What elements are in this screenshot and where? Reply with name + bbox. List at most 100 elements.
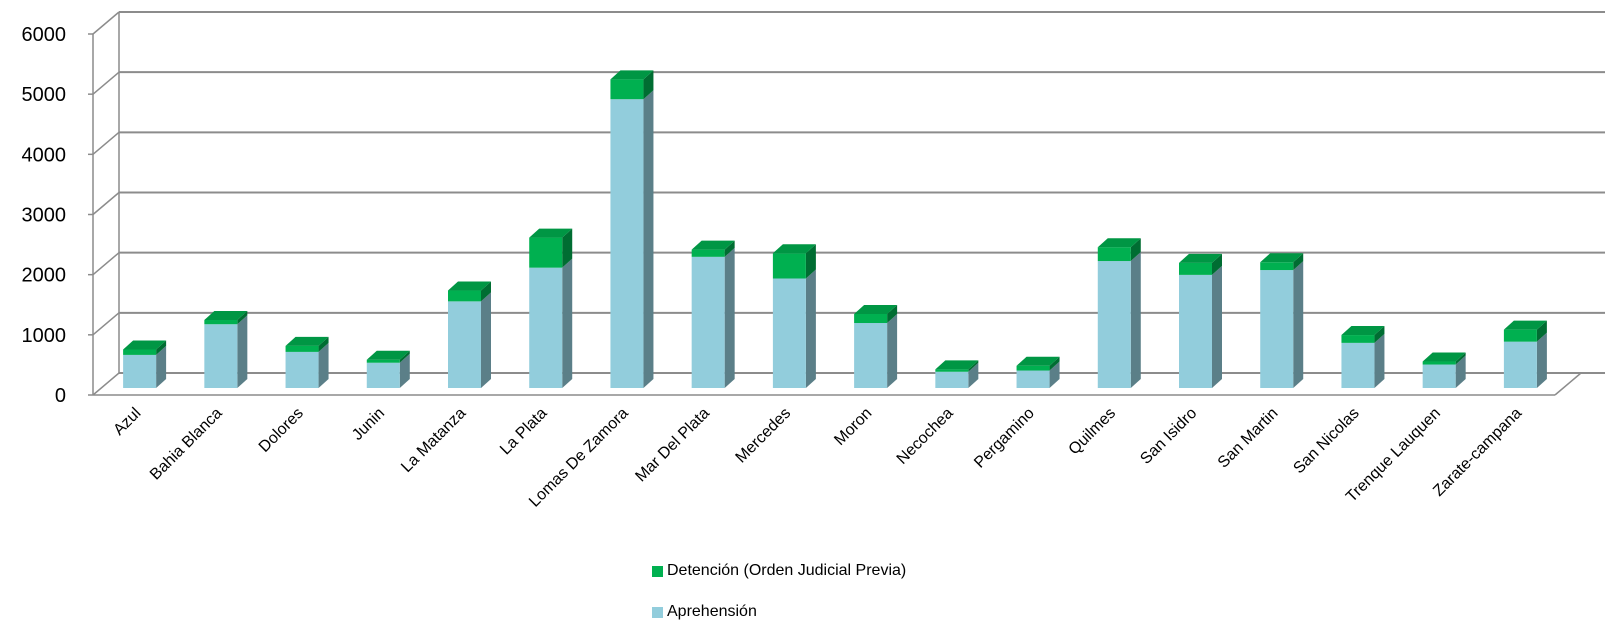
- y-tick-label: 0: [55, 385, 66, 407]
- bar-side: [1049, 361, 1060, 388]
- gridline-diagonal: [92, 372, 120, 396]
- bar-side: [1455, 355, 1466, 388]
- bar-side: [1049, 356, 1060, 371]
- bar: [691, 249, 725, 257]
- x-tick-label: Mercedes: [733, 405, 795, 467]
- bar-top: [935, 360, 979, 370]
- bar: [1097, 261, 1131, 388]
- y-tick-label: 6000: [22, 24, 67, 46]
- bar: [204, 320, 238, 325]
- bar-side: [318, 336, 329, 352]
- bar: [1503, 341, 1537, 388]
- bar-side: [237, 315, 248, 388]
- bar-side: [1374, 333, 1385, 388]
- bar-side: [805, 244, 816, 279]
- legend-swatch-aprehension: [652, 606, 663, 618]
- bar-side: [1536, 332, 1547, 388]
- bar: [1179, 262, 1212, 275]
- bar-side: [1536, 320, 1547, 342]
- bar-top: [448, 281, 491, 291]
- bar-side: [887, 314, 898, 388]
- bar: [1341, 335, 1375, 343]
- bar-top: [1422, 352, 1466, 362]
- bar: [1341, 342, 1375, 388]
- bar: [123, 354, 157, 388]
- bar-side: [1455, 352, 1466, 365]
- bar-top: [691, 240, 735, 250]
- bar-side: [968, 360, 979, 372]
- bar: [1016, 370, 1050, 388]
- bar-top: [123, 340, 167, 350]
- legend-swatch-detencion: [652, 565, 663, 577]
- bar: [204, 324, 238, 388]
- bar-top: [529, 228, 573, 238]
- bar: [1016, 365, 1050, 371]
- bar-top: [1097, 238, 1141, 248]
- bar-top: [1341, 326, 1385, 336]
- y-tick-label: 4000: [22, 144, 67, 166]
- bar-top: [610, 70, 654, 80]
- x-tick-label: Dolores: [256, 405, 307, 456]
- bar: [1422, 364, 1456, 388]
- legend-item-detencion: Detención (Orden Judicial Previa): [652, 562, 906, 580]
- bar-side: [481, 292, 491, 388]
- bar: [935, 369, 969, 372]
- bar-side: [399, 350, 410, 363]
- bar: [366, 359, 400, 363]
- bar: [935, 371, 969, 388]
- x-tick-label: La Matanza: [398, 405, 469, 476]
- bar-side: [156, 345, 167, 388]
- x-tick-label: Moron: [831, 405, 875, 449]
- bar-side: [237, 311, 248, 325]
- bar: [1503, 329, 1537, 342]
- x-tick-label: Quilmes: [1066, 405, 1120, 459]
- bar-top: [772, 244, 816, 254]
- bar: [691, 256, 725, 388]
- bar-side: [968, 362, 979, 388]
- bar: [1179, 274, 1212, 388]
- bar-side: [1130, 238, 1141, 262]
- legend-label-aprehension: Aprehensión: [667, 603, 757, 620]
- y-tick-label: 1000: [22, 325, 67, 347]
- x-tick-label: Bahia Blanca: [147, 405, 226, 484]
- bar-side: [643, 70, 654, 100]
- bar: [529, 237, 563, 268]
- y-tick-label: 3000: [22, 205, 67, 227]
- bar-side: [887, 304, 898, 324]
- gridline-diagonal: [92, 11, 120, 35]
- bar-side: [643, 90, 654, 388]
- x-tick-label: Azul: [110, 405, 144, 439]
- bar-side: [318, 342, 329, 388]
- bar: [285, 345, 319, 352]
- y-tick-label: 5000: [22, 84, 67, 106]
- x-tick-label: La Plata: [497, 405, 551, 459]
- x-tick-label: Pergamino: [971, 405, 1038, 472]
- bar-side: [1212, 253, 1222, 275]
- bar: [366, 362, 400, 388]
- legend-label-detencion: Detención (Orden Judicial Previa): [667, 562, 907, 579]
- bar: [854, 323, 888, 388]
- bar: [772, 278, 806, 388]
- bar: [448, 301, 481, 388]
- bar: [854, 313, 888, 324]
- gridline-diagonal: [92, 191, 120, 216]
- bar: [1422, 361, 1456, 365]
- floor-right-edge: [1554, 372, 1582, 396]
- bar-side: [399, 353, 410, 388]
- bar: [610, 79, 644, 100]
- bar: [529, 267, 563, 388]
- bar-top: [1260, 253, 1304, 263]
- bar: [448, 290, 481, 302]
- bar: [1097, 247, 1131, 262]
- x-tick-label: San Nicolas: [1290, 405, 1362, 477]
- bar: [285, 351, 319, 388]
- bar-side: [1293, 261, 1304, 388]
- x-tick-label: Necochea: [894, 405, 957, 468]
- bar-side: [562, 258, 573, 388]
- bar-side: [1130, 252, 1141, 388]
- bar-side: [481, 281, 491, 302]
- legend-item-aprehension: Aprehensión: [652, 603, 757, 621]
- bar-top: [854, 304, 898, 314]
- bar: [1260, 270, 1294, 388]
- gridline-diagonal: [92, 71, 120, 95]
